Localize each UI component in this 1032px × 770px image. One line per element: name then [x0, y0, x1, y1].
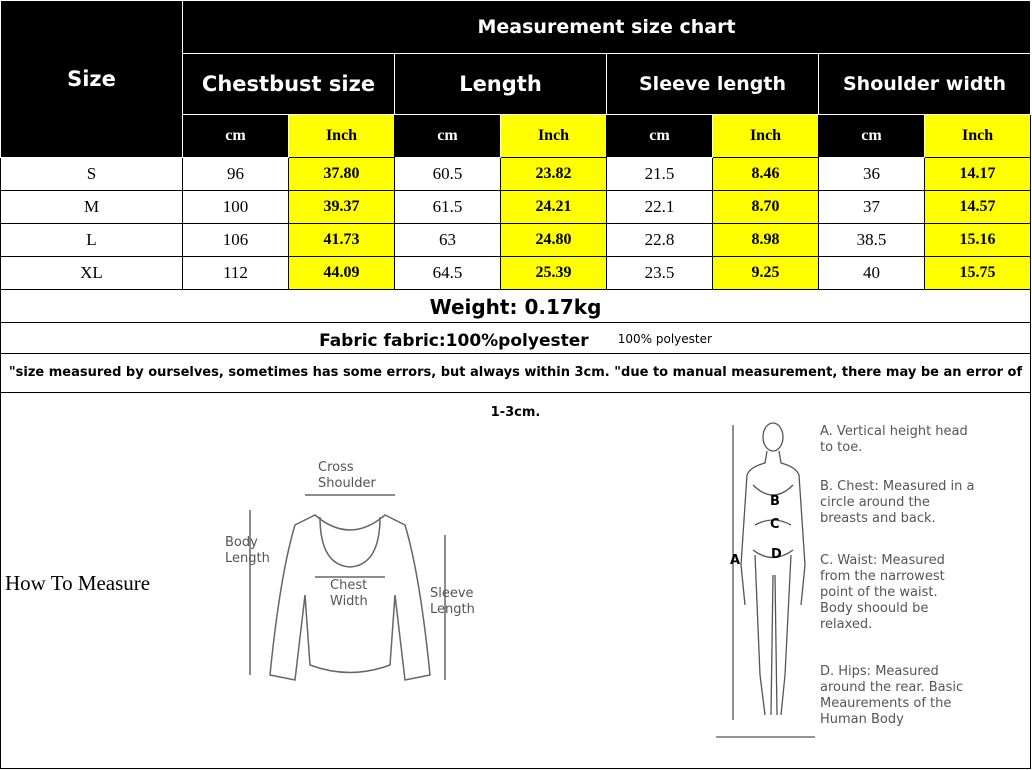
- cm-cell: 22.1: [606, 190, 713, 224]
- inch-cell: 8.70: [712, 190, 819, 224]
- unit-inch: Inch: [288, 114, 395, 158]
- group-chestbust: Chestbust size: [182, 53, 395, 115]
- inch-cell: 37.80: [288, 157, 395, 191]
- unit-cm: cm: [182, 114, 289, 158]
- table-row: XL 112 44.09 64.5 25.39 23.5 9.25 40 15.75: [0, 256, 1032, 290]
- weight: Weight: 0.17kg: [0, 289, 1031, 323]
- unit-cm: cm: [606, 114, 713, 158]
- sleeve-length-label: Sleeve Length: [430, 586, 475, 617]
- inch-cell: 15.16: [923, 223, 1032, 257]
- cm-cell: 61.5: [394, 190, 501, 224]
- cm-cell: 63: [394, 223, 501, 257]
- note-d: D. Hips: Measured around the rear. Basic…: [820, 664, 964, 727]
- size-cell: S: [0, 157, 183, 191]
- body-length-label: Body Length: [225, 535, 270, 566]
- measurement-note: "size measured by ourselves, sometimes h…: [0, 353, 1031, 420]
- cm-cell: 64.5: [394, 256, 501, 290]
- unit-cm: cm: [818, 114, 925, 158]
- table-row: S 96 37.80 60.5 23.82 21.5 8.46 36 14.17: [0, 157, 1032, 191]
- inch-cell: 25.39: [500, 256, 607, 290]
- cm-cell: 100: [182, 190, 289, 224]
- unit-inch: Inch: [923, 114, 1032, 158]
- cm-cell: 22.8: [606, 223, 713, 257]
- how-to-measure-section: [0, 392, 1031, 769]
- how-to-measure-label: How To Measure: [5, 571, 151, 595]
- size-cell: L: [0, 223, 183, 257]
- note-b: B. Chest: Measured in a circle around th…: [820, 479, 975, 526]
- fabric-row: Fabric fabric:100%polyester 100% polyest…: [0, 322, 1031, 354]
- sweater-diagram-icon: [249, 494, 446, 681]
- inch-cell: 23.82: [500, 157, 607, 191]
- size-cell: XL: [0, 256, 183, 290]
- inch-cell: 39.37: [288, 190, 395, 224]
- size-cell: M: [0, 190, 183, 224]
- cm-cell: 96: [182, 157, 289, 191]
- group-sleeve: Sleeve length: [606, 53, 819, 115]
- inch-cell: 8.46: [712, 157, 819, 191]
- unit-inch: Inch: [500, 114, 607, 158]
- cm-cell: 106: [182, 223, 289, 257]
- label-c: C: [770, 517, 780, 532]
- note-a: A. Vertical height head to toe.: [820, 424, 968, 455]
- cm-cell: 40: [818, 256, 925, 290]
- table-row: L 106 41.73 63 24.80 22.8 8.98 38.5 15.16: [0, 223, 1032, 257]
- cm-cell: 23.5: [606, 256, 713, 290]
- cross-shoulder-label: Cross Shoulder: [318, 460, 376, 491]
- cm-cell: 36: [818, 157, 925, 191]
- cm-cell: 21.5: [606, 157, 713, 191]
- inch-cell: 9.25: [712, 256, 819, 290]
- inch-cell: 14.57: [923, 190, 1032, 224]
- cm-cell: 112: [182, 256, 289, 290]
- label-a: A: [730, 553, 741, 568]
- inch-cell: 14.17: [923, 157, 1032, 191]
- chart-title: Measurement size chart: [181, 0, 1032, 54]
- label-b: B: [770, 494, 780, 509]
- unit-cm: cm: [394, 114, 501, 158]
- cm-cell: 60.5: [394, 157, 501, 191]
- human-body-diagram-icon: [716, 422, 815, 738]
- cm-cell: 38.5: [818, 223, 925, 257]
- size-table: Size Measurement size chart Chestbust si…: [0, 0, 1032, 290]
- group-shoulder: Shoulder width: [817, 53, 1032, 115]
- unit-inch: Inch: [712, 114, 819, 158]
- table-row: M 100 39.37 61.5 24.21 22.1 8.70 37 14.57: [0, 190, 1032, 224]
- size-header: Size: [0, 0, 183, 158]
- inch-cell: 24.80: [500, 223, 607, 257]
- fabric-note: 100% polyester: [617, 332, 712, 346]
- label-d: D: [771, 547, 782, 562]
- inch-cell: 24.21: [500, 190, 607, 224]
- inch-cell: 41.73: [288, 223, 395, 257]
- group-length: Length: [394, 53, 607, 115]
- fabric: Fabric fabric:100%polyester: [319, 331, 589, 351]
- inch-cell: 8.98: [712, 223, 819, 257]
- chest-width-label: Chest Width: [330, 578, 368, 609]
- inch-cell: 15.75: [923, 256, 1032, 290]
- cm-cell: 37: [818, 190, 925, 224]
- inch-cell: 44.09: [288, 256, 395, 290]
- note-c: C. Waist: Measured from the narrowest po…: [820, 553, 945, 632]
